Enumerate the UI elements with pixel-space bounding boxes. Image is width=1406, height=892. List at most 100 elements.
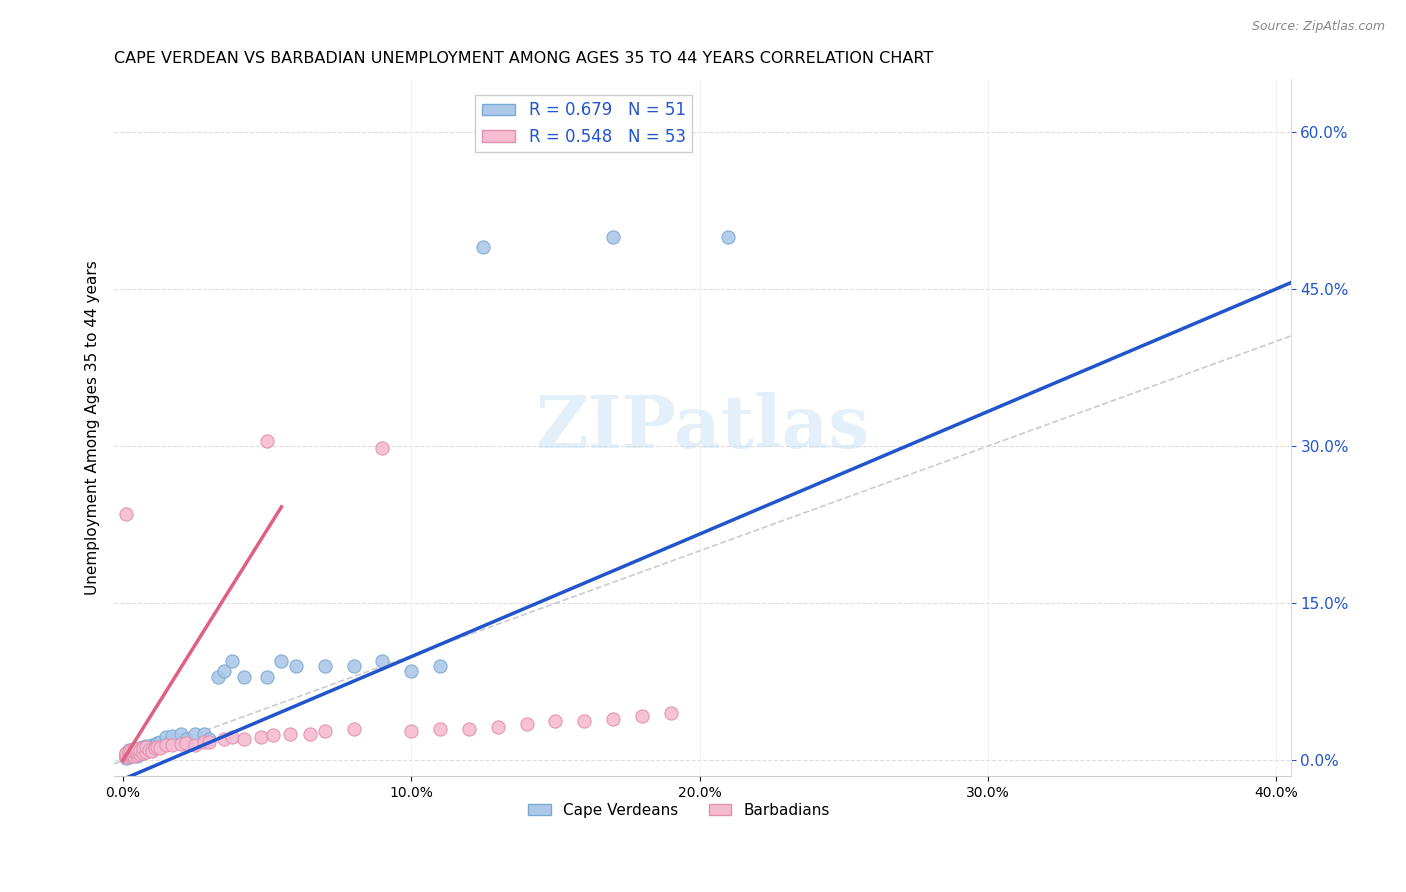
Point [117,746,139,760]
Text: ZIPatlas: ZIPatlas [536,392,869,463]
Point [114,507,136,521]
Point [138,740,160,755]
Point [155,731,177,745]
Point [429,659,451,673]
Point [174,732,197,747]
Point [486,720,509,734]
Point [602,229,624,244]
Point [256,434,278,448]
Point [114,748,136,763]
Point [193,727,215,741]
Point [399,724,422,739]
Point [129,743,152,757]
Point [132,740,155,755]
Point [314,724,336,739]
Point [121,749,143,764]
Point [232,670,254,684]
Point [138,743,160,757]
Point [717,229,740,244]
Point [631,709,654,723]
Point [117,744,139,758]
Point [129,747,152,761]
Point [544,714,567,728]
Point [132,745,155,759]
Point [212,665,235,679]
Point [284,659,307,673]
Point [114,746,136,760]
Point [127,748,149,763]
Point [160,738,183,752]
Point [314,659,336,673]
Point [371,654,394,668]
Point [114,751,136,765]
Point [127,742,149,756]
Point [149,740,172,755]
Point [117,743,139,757]
Point [256,670,278,684]
Point [117,747,139,761]
Point [141,743,163,757]
Point [124,749,146,764]
Point [270,654,292,668]
Point [198,732,221,747]
Y-axis label: Unemployment Among Ages 35 to 44 years: Unemployment Among Ages 35 to 44 years [86,260,100,595]
Point [143,740,166,755]
Point [146,739,169,754]
Point [221,654,243,668]
Point [135,745,157,759]
Point [132,746,155,760]
Point [146,736,169,750]
Point [371,441,394,455]
Point [174,736,197,750]
Point [299,727,322,741]
Point [184,727,207,741]
Point [127,749,149,764]
Point [262,728,284,742]
Point [232,732,254,747]
Point [457,722,479,736]
Point [124,748,146,763]
Point [135,744,157,758]
Point [659,706,682,721]
Point [129,740,152,755]
Point [169,727,191,741]
Point [472,240,495,254]
Point [114,746,136,760]
Point [399,665,422,679]
Point [143,738,166,752]
Point [121,746,143,760]
Point [141,744,163,758]
Point [127,745,149,759]
Point [149,734,172,748]
Point [117,748,139,763]
Point [135,739,157,753]
Point [198,734,221,748]
Legend: Cape Verdeans, Barbadians: Cape Verdeans, Barbadians [522,797,837,824]
Point [342,722,364,736]
Point [114,749,136,764]
Point [572,714,595,728]
Point [121,748,143,763]
Point [278,727,301,741]
Point [114,750,136,764]
Point [121,743,143,757]
Point [141,738,163,752]
Point [212,732,235,747]
Point [114,748,136,763]
Text: CAPE VERDEAN VS BARBADIAN UNEMPLOYMENT AMONG AGES 35 TO 44 YEARS CORRELATION CHA: CAPE VERDEAN VS BARBADIAN UNEMPLOYMENT A… [114,51,934,66]
Point [117,750,139,764]
Point [342,659,364,673]
Point [124,742,146,756]
Point [124,746,146,760]
Point [127,743,149,757]
Point [169,737,191,751]
Point [135,739,157,754]
Point [132,739,155,754]
Point [221,731,243,745]
Point [160,730,183,744]
Point [155,738,177,752]
Point [124,742,146,756]
Point [602,712,624,726]
Point [193,734,215,748]
Point [184,738,207,752]
